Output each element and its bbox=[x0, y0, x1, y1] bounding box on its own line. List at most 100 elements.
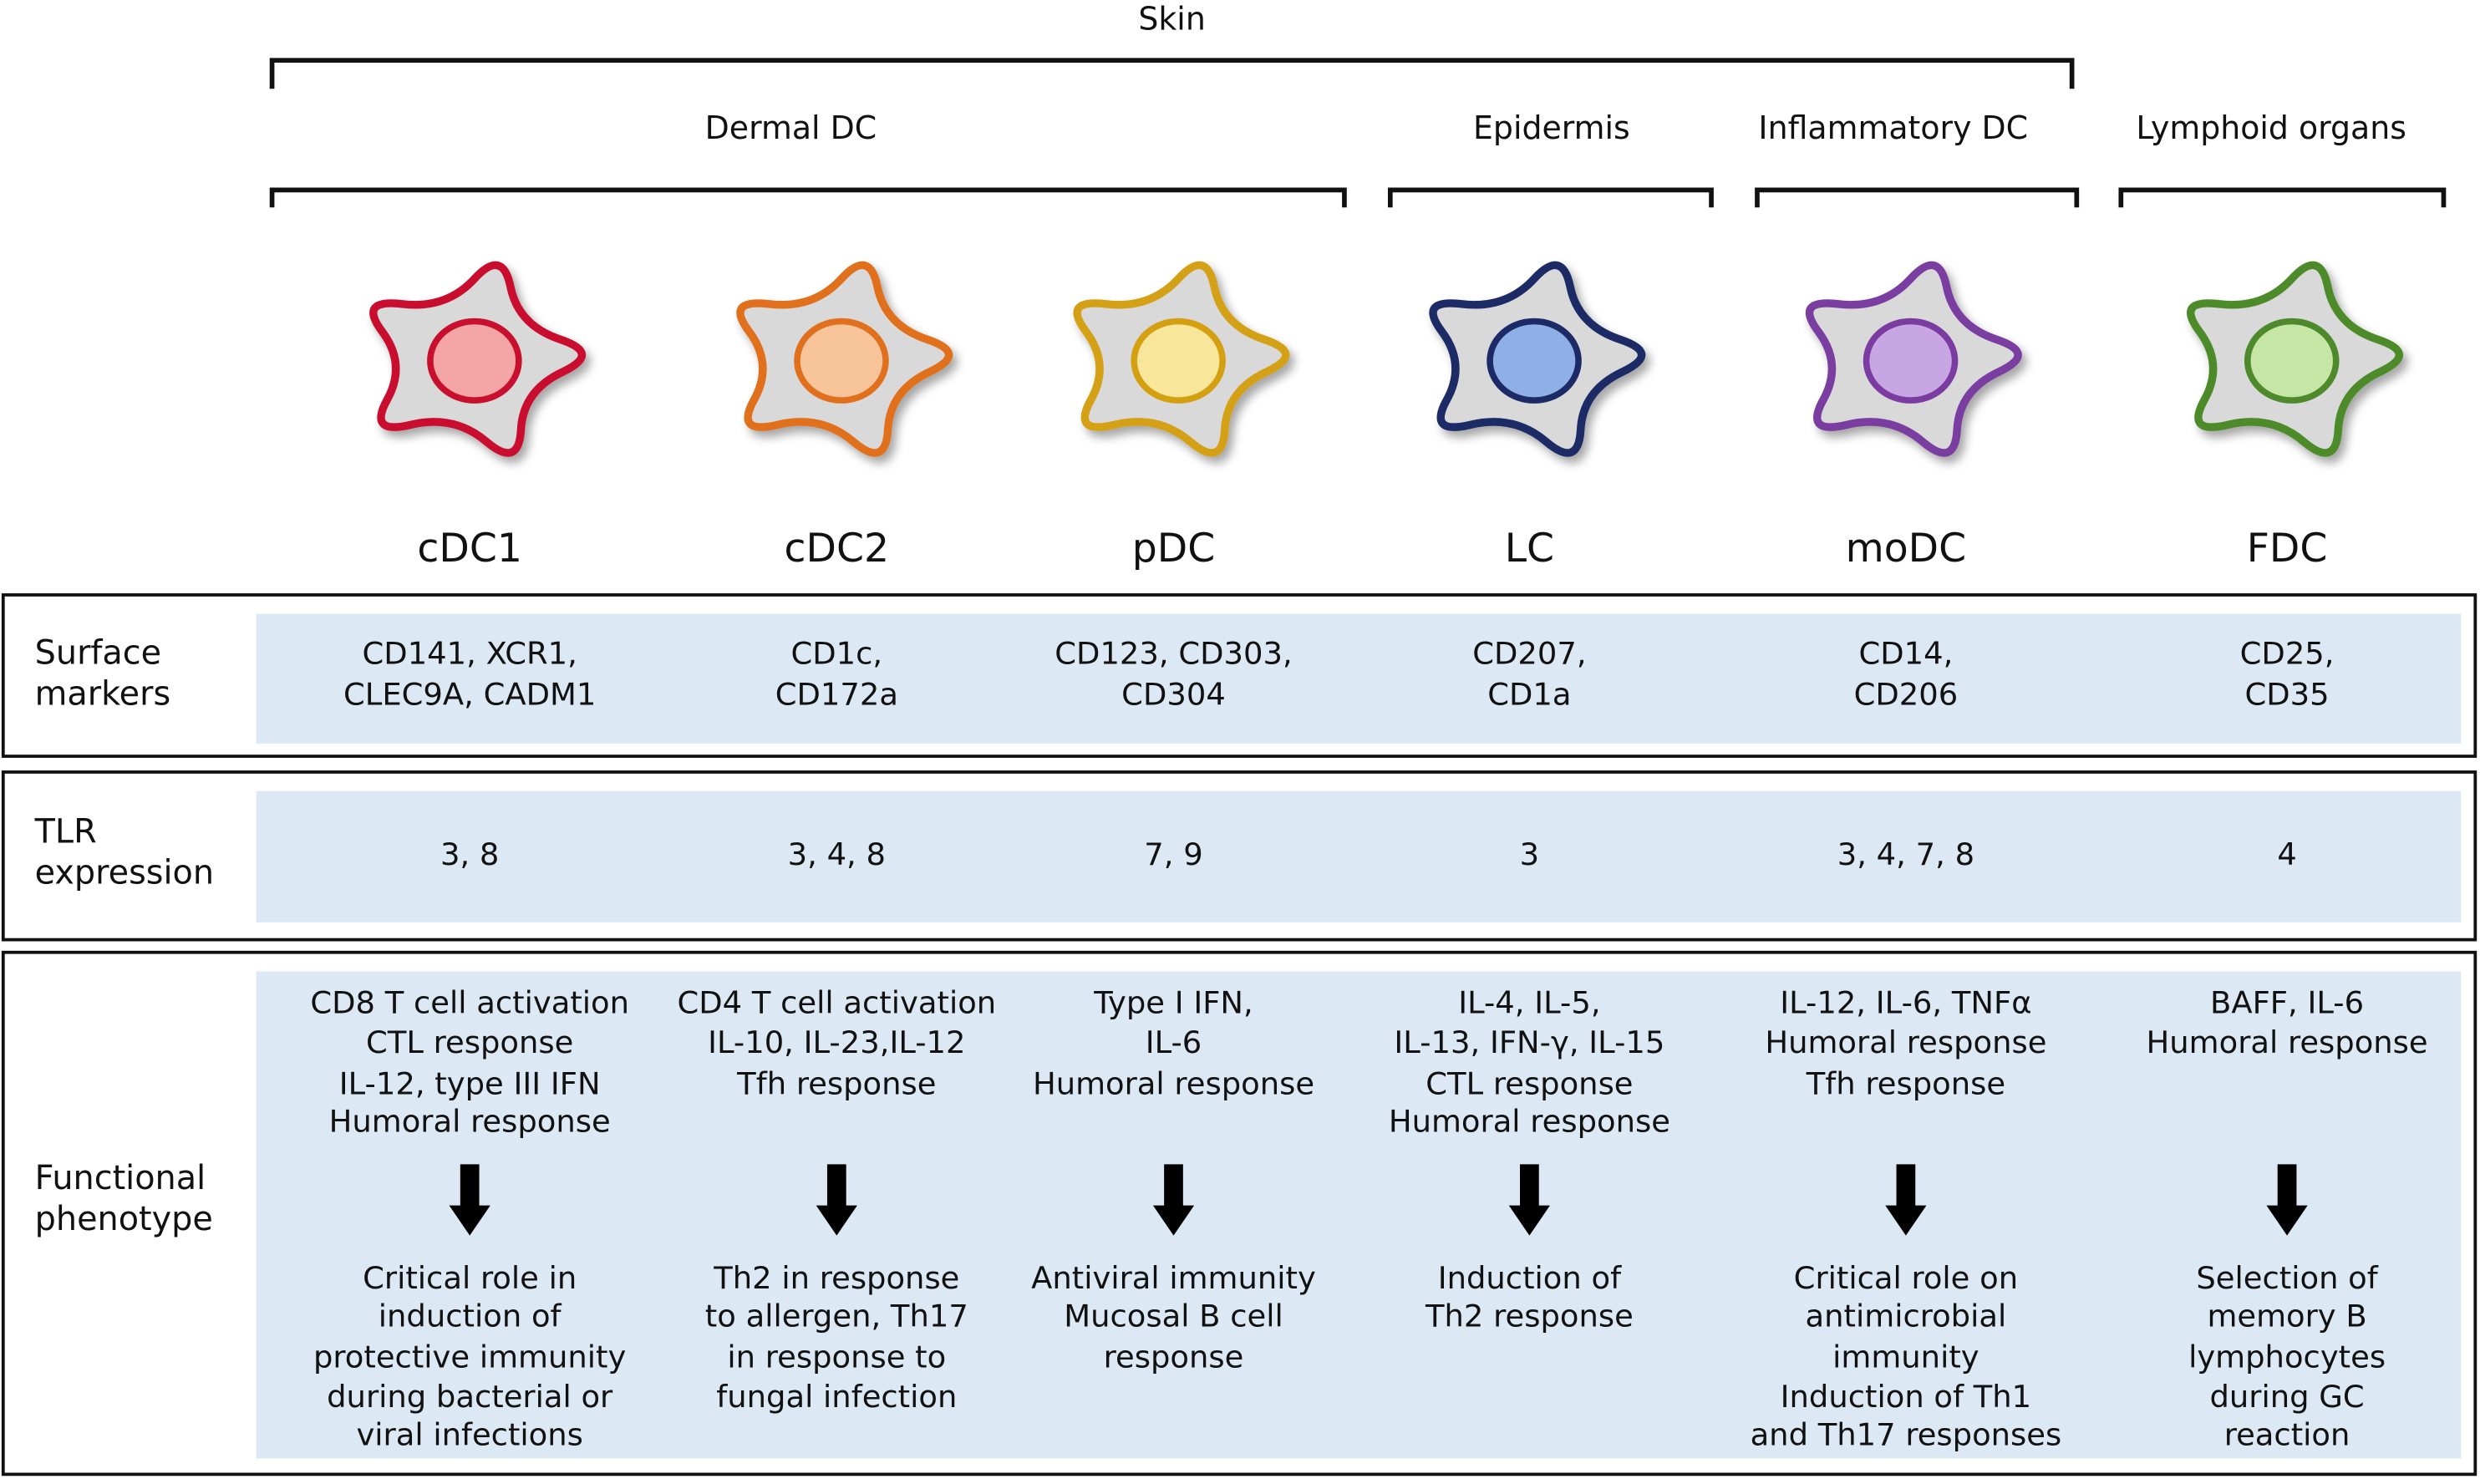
cell-text: Antiviral immunity bbox=[1031, 1260, 1316, 1296]
arrow bbox=[1885, 1164, 1927, 1236]
row-label: Functional bbox=[35, 1159, 206, 1197]
cell-text: Induction of bbox=[1438, 1260, 1622, 1296]
cell-text: IL-4, IL-5, bbox=[1458, 985, 1600, 1021]
cell-text: to allergen, Th17 bbox=[705, 1298, 968, 1334]
cell-text: CD207, bbox=[1472, 635, 1586, 671]
cell-text: fungal infection bbox=[716, 1379, 957, 1415]
cell-text: CD1c, bbox=[790, 635, 882, 671]
cell-text: Type I IFN, bbox=[1093, 985, 1253, 1021]
row-box bbox=[1, 770, 2477, 942]
lymphoid-bracket bbox=[2118, 187, 2447, 208]
group-label: Dermal DC bbox=[705, 109, 877, 146]
cell-text: Tfh response bbox=[1806, 1065, 2005, 1101]
cell-text: reaction bbox=[2224, 1416, 2350, 1452]
dc-nucleus bbox=[1131, 318, 1226, 404]
cell-text: IL-10, IL-23,IL-12 bbox=[708, 1024, 965, 1060]
cell-text: during bacterial or bbox=[327, 1379, 613, 1415]
row-boxes bbox=[1, 593, 2477, 1476]
cell-text: antimicrobial bbox=[1806, 1298, 2007, 1334]
row-panels bbox=[256, 613, 2462, 1459]
cell-text: CD141, XCR1, bbox=[363, 635, 577, 671]
cell-text: CD206 bbox=[1854, 677, 1959, 713]
epidermis-bracket bbox=[1387, 187, 1714, 208]
cell-text: Th2 response bbox=[1425, 1298, 1634, 1334]
group-label: Skin bbox=[1138, 0, 1205, 37]
arrow bbox=[816, 1164, 857, 1236]
cell-text: CD25, bbox=[2240, 635, 2335, 671]
cell-text: Selection of bbox=[2196, 1260, 2378, 1296]
arrow bbox=[449, 1164, 490, 1236]
cell-text: Humoral response bbox=[1033, 1065, 1314, 1101]
cell-text: Critical role in bbox=[363, 1260, 577, 1296]
arrow bbox=[2266, 1164, 2308, 1236]
row-label: markers bbox=[35, 675, 171, 714]
cell-text: CD123, CD303, bbox=[1055, 635, 1292, 671]
dc-nucleus bbox=[794, 318, 889, 404]
cell-text: lymphocytes bbox=[2188, 1339, 2386, 1375]
cell-text: 3, 8 bbox=[440, 836, 499, 872]
cell-name: pDC bbox=[1132, 526, 1216, 572]
inflammatory-bracket bbox=[1755, 187, 2080, 208]
cell-text: 3, 4, 8 bbox=[788, 836, 886, 872]
cell-text: CLEC9A, CADM1 bbox=[343, 677, 596, 713]
arrow bbox=[1152, 1164, 1195, 1236]
cell-text: Tfh response bbox=[736, 1065, 936, 1101]
row-panel bbox=[256, 613, 2462, 744]
cell-text: IL-13, IFN-γ, IL-15 bbox=[1394, 1024, 1664, 1060]
cell-text: Humoral response bbox=[1389, 1104, 1670, 1140]
row-label: expression bbox=[35, 854, 214, 892]
cell-name: cDC2 bbox=[785, 526, 890, 572]
dc-nucleus bbox=[1486, 318, 1582, 404]
cell-name: cDC1 bbox=[417, 526, 522, 572]
row-label: phenotype bbox=[35, 1200, 213, 1238]
dermal-bracket bbox=[269, 187, 1347, 208]
cell-name: moDC bbox=[1846, 526, 1967, 572]
row-box bbox=[1, 593, 2477, 758]
cell-text: Mucosal B cell bbox=[1064, 1298, 1283, 1334]
cell-text: Humoral response bbox=[2147, 1024, 2428, 1060]
cell-text: viral infections bbox=[356, 1416, 582, 1452]
cell-text: Humoral response bbox=[329, 1104, 611, 1140]
cell-text: 3 bbox=[1520, 836, 1539, 872]
dc-nucleus bbox=[427, 318, 522, 404]
cell-text: 4 bbox=[2277, 836, 2296, 872]
cell-text: during GC bbox=[2209, 1379, 2364, 1415]
row-label: TLR bbox=[34, 812, 97, 851]
cell-text: CTL response bbox=[366, 1024, 573, 1060]
row-box bbox=[1, 950, 2477, 1476]
cell-text: CTL response bbox=[1425, 1065, 1633, 1101]
group-label: Inflammatory DC bbox=[1758, 109, 2028, 146]
cell-text: CD8 T cell activation bbox=[310, 985, 629, 1021]
cell-name: LC bbox=[1505, 526, 1554, 572]
cell-text: Humoral response bbox=[1765, 1024, 2046, 1060]
cell-text: CD35 bbox=[2244, 677, 2329, 713]
cell-text: BAFF, IL-6 bbox=[2210, 985, 2364, 1021]
group-label: Lymphoid organs bbox=[2136, 109, 2406, 146]
cell-text: CD4 T cell activation bbox=[677, 985, 996, 1021]
cell-text: CD304 bbox=[1121, 677, 1226, 713]
group-label: Epidermis bbox=[1473, 109, 1630, 146]
cell-text: CD1a bbox=[1487, 677, 1571, 713]
dc-nucleus bbox=[2244, 318, 2340, 404]
cell-text: induction of bbox=[379, 1298, 562, 1334]
brackets bbox=[269, 58, 2447, 208]
cell-text: Th2 in response bbox=[713, 1260, 959, 1296]
cell-text: immunity bbox=[1832, 1339, 1979, 1375]
dc-nucleus bbox=[1863, 318, 1959, 404]
row-panel bbox=[256, 790, 2462, 922]
row-panel bbox=[256, 971, 2462, 1459]
cell-text: IL-12, type III IFN bbox=[339, 1065, 601, 1101]
cell-text: 7, 9 bbox=[1144, 836, 1202, 872]
cell-text: protective immunity bbox=[313, 1339, 626, 1375]
cell-text: CD172a bbox=[775, 677, 898, 713]
cell-text: and Th17 responses bbox=[1751, 1416, 2062, 1452]
row-label: Surface bbox=[35, 633, 161, 672]
cell-text: 3, 4, 7, 8 bbox=[1837, 836, 1974, 872]
cell-text: Critical role on bbox=[1794, 1260, 2018, 1296]
arrow bbox=[1508, 1164, 1550, 1236]
cell-text: Induction of Th1 bbox=[1781, 1379, 2032, 1415]
cell-text: IL-6 bbox=[1146, 1024, 1202, 1060]
cell-text: CD14, bbox=[1858, 635, 1953, 671]
cell-text: memory B bbox=[2207, 1298, 2366, 1334]
